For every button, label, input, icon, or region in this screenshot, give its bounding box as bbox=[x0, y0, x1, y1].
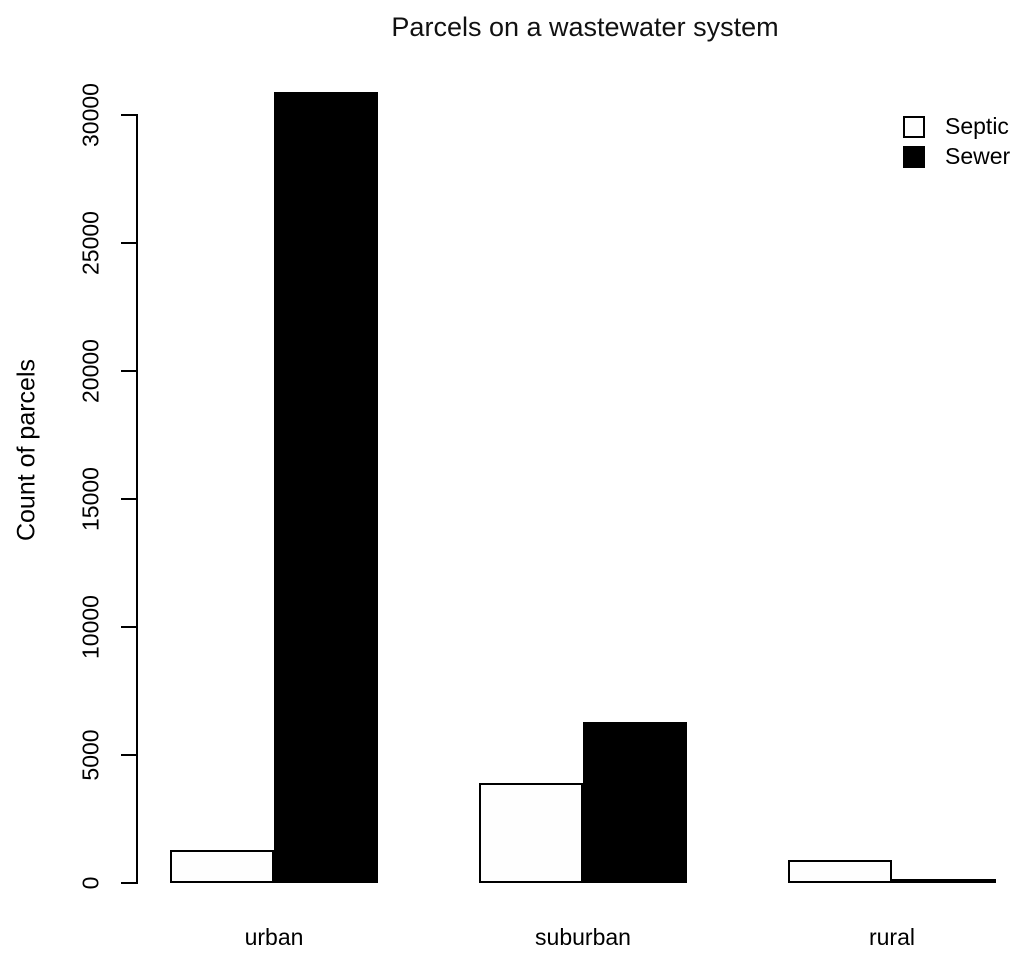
y-tick-10000 bbox=[121, 626, 137, 628]
y-axis-title: Count of parcels bbox=[12, 358, 41, 542]
bar-septic-urban bbox=[170, 850, 274, 883]
legend-label-sewer: Sewer bbox=[945, 143, 1011, 169]
chart-title: Parcels on a wastewater system bbox=[391, 12, 779, 42]
y-tick-0 bbox=[121, 882, 137, 884]
y-axis-line bbox=[136, 114, 138, 884]
x-label-rural: rural bbox=[868, 924, 915, 950]
y-tick-label-15000: 15000 bbox=[77, 467, 104, 531]
y-tick-label-25000: 25000 bbox=[77, 211, 104, 275]
x-label-suburban: suburban bbox=[535, 924, 631, 950]
legend-swatch-sewer bbox=[903, 146, 925, 168]
y-tick-label-0: 0 bbox=[77, 876, 104, 890]
y-tick-15000 bbox=[121, 498, 137, 500]
x-label-urban: urban bbox=[244, 924, 304, 950]
bar-sewer-urban bbox=[274, 92, 378, 883]
legend-swatch-septic bbox=[903, 116, 925, 138]
y-tick-label-20000: 20000 bbox=[77, 339, 104, 403]
y-tick-25000 bbox=[121, 242, 137, 244]
y-tick-label-5000: 5000 bbox=[77, 729, 104, 781]
bar-septic-suburban bbox=[479, 783, 583, 883]
y-tick-label-10000: 10000 bbox=[77, 595, 104, 659]
bar-septic-rural bbox=[788, 860, 892, 883]
y-tick-20000 bbox=[121, 370, 137, 372]
y-tick-30000 bbox=[121, 114, 137, 116]
y-tick-5000 bbox=[121, 754, 137, 756]
bar-sewer-rural bbox=[892, 879, 996, 883]
y-tick-label-30000: 30000 bbox=[77, 83, 104, 147]
legend-label-septic: Septic bbox=[945, 113, 1009, 139]
bar-sewer-suburban bbox=[583, 722, 687, 883]
